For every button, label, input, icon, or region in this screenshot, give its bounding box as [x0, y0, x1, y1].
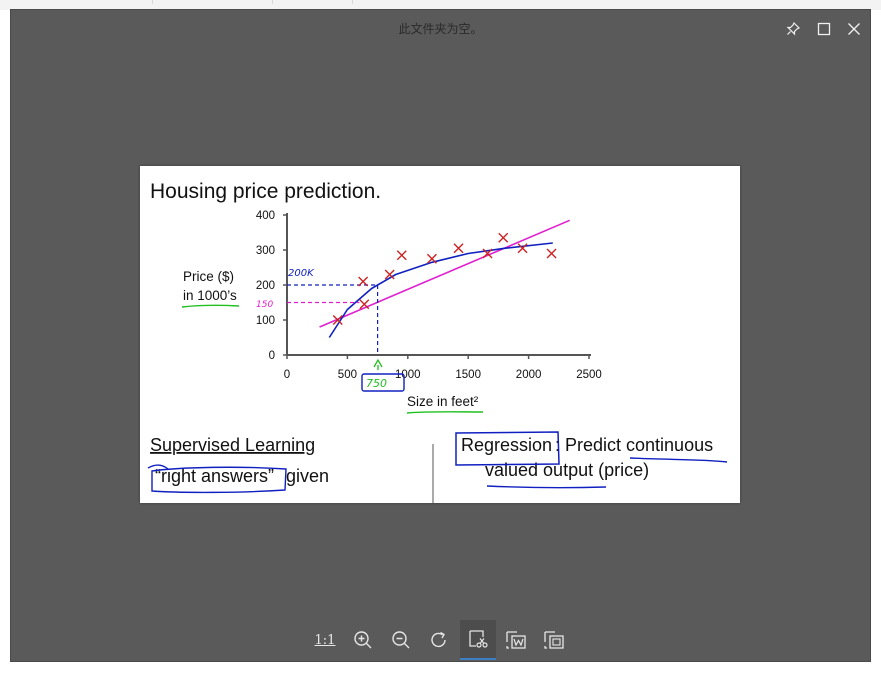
annotation-750-box: 750 [361, 358, 405, 392]
y-tick-label: 300 [256, 245, 275, 257]
export-icon [544, 631, 564, 649]
chart-reference-lines [287, 284, 379, 355]
x-label-underline [406, 411, 484, 414]
data-point-x-marker [517, 243, 528, 254]
pin-button[interactable] [783, 19, 803, 39]
zoom-out-button[interactable] [383, 620, 419, 660]
slide-image: Housing price prediction. Price ($) in 1… [140, 166, 740, 503]
x-tick-label: 1000 [395, 369, 421, 381]
right-answers-circle [151, 466, 287, 494]
data-point-x-marker [453, 243, 464, 254]
annotation-200k: 200K [288, 268, 315, 279]
actual-size-button[interactable]: 1:1 [307, 620, 343, 660]
valued-output-text: valued output (price) [485, 460, 649, 480]
slide-title: Housing price prediction. [150, 180, 381, 203]
window-title: 此文件夹为空。 [398, 22, 483, 36]
annotation-750: 750 [366, 377, 387, 390]
supervised-learning-heading: Supervised Learning [150, 435, 315, 455]
curve-fit-line [328, 242, 553, 338]
regression-rest: : Predict continuous [555, 435, 713, 455]
zoom-in-icon [354, 631, 372, 649]
annotation-150: 150 [256, 300, 273, 310]
crop-scissors-icon [469, 630, 488, 648]
regression-box [455, 431, 560, 466]
y-axis-label-line1: Price ($) [183, 269, 234, 284]
slide-canvas: Housing price prediction. Price ($) in 1… [147, 180, 728, 503]
tab-divider [272, 0, 273, 4]
data-point-x-marker [482, 248, 493, 259]
rotate-icon [431, 631, 446, 648]
x-tick-label: 1500 [455, 369, 481, 381]
tab-divider [352, 0, 353, 4]
ocr-word-button[interactable] [498, 620, 534, 660]
rotate-button[interactable] [421, 620, 457, 660]
y-axis-label-line2: in 1000’s [183, 288, 237, 303]
data-point-x-marker [359, 299, 370, 310]
data-point-x-marker [498, 232, 509, 243]
zoom-in-button[interactable] [345, 620, 381, 660]
x-tick-label: 500 [338, 369, 357, 381]
data-point-x-marker [426, 253, 437, 264]
regression-word: Regression [461, 435, 552, 455]
x-tick-label: 0 [284, 369, 290, 381]
y-tick-label: 400 [256, 210, 275, 222]
pin-icon [786, 22, 800, 36]
data-point-x-marker [384, 269, 395, 280]
data-point-x-marker [358, 276, 369, 287]
chart-fits [319, 219, 571, 338]
export-button[interactable] [536, 620, 572, 660]
zoom-out-icon [392, 631, 410, 649]
data-point-x-marker [396, 250, 407, 261]
ocr-word-icon [506, 631, 526, 649]
x-tick-label: 2000 [516, 369, 542, 381]
chart-axes: 0 100 200 300 400 0 500 1000 1500 2000 2500 [256, 210, 602, 381]
valued-output-underline [486, 485, 607, 489]
chart-points [332, 232, 557, 325]
crop-button[interactable] [460, 620, 496, 660]
data-point-x-marker [546, 248, 557, 259]
right-answers-text: “right answers” [155, 466, 274, 486]
given-text: given [286, 466, 329, 486]
y-label-underline [181, 304, 240, 308]
hand-mark [147, 464, 169, 470]
y-tick-label: 100 [256, 315, 275, 327]
y-tick-label: 0 [269, 350, 275, 362]
straight-fit-line [319, 219, 571, 328]
continuous-underline [629, 457, 728, 463]
maximize-button[interactable] [814, 19, 834, 39]
close-icon [848, 23, 860, 35]
x-tick-label: 2500 [576, 369, 602, 381]
maximize-icon [817, 22, 831, 36]
image-viewer-window: 此文件夹为空。 Housing price prediction. Price … [11, 10, 870, 661]
actual-size-label: 1:1 [314, 632, 336, 648]
x-axis-label: Size in feet² [407, 394, 479, 409]
tab-divider [152, 0, 153, 4]
parent-window-strip [0, 0, 881, 10]
y-tick-label: 200 [256, 280, 275, 292]
viewer-toolbar: 1:1 [11, 620, 870, 660]
data-point-x-marker [332, 315, 343, 325]
close-button[interactable] [844, 19, 864, 39]
